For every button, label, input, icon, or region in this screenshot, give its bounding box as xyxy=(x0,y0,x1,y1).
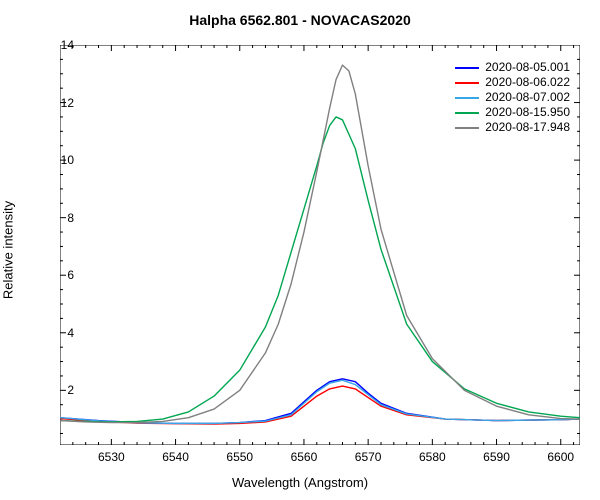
x-tick-label: 6530 xyxy=(98,450,125,464)
legend-swatch xyxy=(455,112,479,114)
legend-swatch xyxy=(455,127,479,129)
x-tick-label: 6570 xyxy=(355,450,382,464)
series-line-3 xyxy=(60,117,580,422)
x-tick-label: 6560 xyxy=(291,450,318,464)
legend-label: 2020-08-07.002 xyxy=(485,90,570,105)
x-tick-label: 6600 xyxy=(547,450,574,464)
legend-label: 2020-08-06.022 xyxy=(485,75,570,90)
legend-label: 2020-08-15.950 xyxy=(485,105,570,120)
x-axis-label: Wavelength (Angstrom) xyxy=(0,475,600,490)
legend-item: 2020-08-05.001 xyxy=(455,60,570,75)
y-tick-label: 14 xyxy=(44,38,74,52)
y-tick-label: 2 xyxy=(44,383,74,397)
legend-label: 2020-08-05.001 xyxy=(485,60,570,75)
legend-item: 2020-08-06.022 xyxy=(455,75,570,90)
legend-item: 2020-08-07.002 xyxy=(455,90,570,105)
chart-title: Halpha 6562.801 - NOVACAS2020 xyxy=(0,12,600,28)
x-tick-label: 6550 xyxy=(226,450,253,464)
legend: 2020-08-05.0012020-08-06.0222020-08-07.0… xyxy=(455,60,570,135)
x-tick-label: 6580 xyxy=(419,450,446,464)
y-axis-label: Relative intensity xyxy=(1,201,16,299)
legend-swatch xyxy=(455,82,479,84)
x-tick-label: 6540 xyxy=(162,450,189,464)
y-tick-label: 8 xyxy=(44,211,74,225)
legend-swatch xyxy=(455,67,479,69)
legend-swatch xyxy=(455,97,479,99)
series-line-0 xyxy=(60,379,580,424)
legend-label: 2020-08-17.948 xyxy=(485,120,570,135)
legend-item: 2020-08-17.948 xyxy=(455,120,570,135)
chart-container: Halpha 6562.801 - NOVACAS2020 Relative i… xyxy=(0,0,600,500)
legend-item: 2020-08-15.950 xyxy=(455,105,570,120)
series-line-2 xyxy=(60,380,580,423)
x-tick-label: 6590 xyxy=(483,450,510,464)
y-tick-label: 12 xyxy=(44,96,74,110)
y-tick-label: 4 xyxy=(44,326,74,340)
y-tick-label: 6 xyxy=(44,268,74,282)
y-tick-label: 10 xyxy=(44,153,74,167)
